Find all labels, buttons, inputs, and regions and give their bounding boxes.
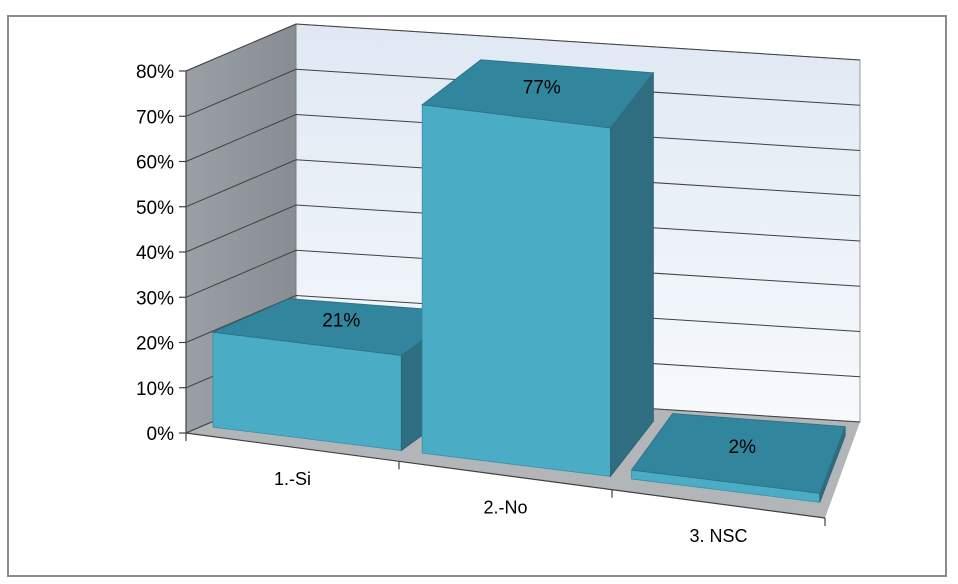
y-tick-label: 0%: [147, 424, 175, 445]
y-tick-label: 30%: [136, 288, 174, 309]
bar: [630, 413, 846, 503]
gridline: [185, 294, 861, 343]
axes: [179, 70, 826, 526]
data-label: 2%: [729, 437, 757, 458]
labels: 0% 10% 20% 30% 40% 50% 60% 70% 80% 1.-Si 2.-No 3. N…: [136, 62, 756, 546]
bar-front-face: [421, 104, 611, 477]
bar-top-face: [630, 413, 846, 494]
gridline: [185, 204, 861, 253]
y-tick-label: 70%: [136, 107, 174, 128]
bar: [421, 59, 655, 478]
x-category-label: 3. NSC: [689, 526, 747, 546]
y-tick-label: 10%: [136, 379, 174, 400]
bar-top-face: [421, 59, 655, 129]
gridline: [185, 249, 861, 298]
data-label: 77%: [523, 77, 561, 98]
y-tick-label: 40%: [136, 243, 174, 264]
gridline: [185, 23, 861, 72]
x-category-label: 2.-No: [483, 498, 527, 518]
gridline: [185, 68, 861, 117]
x-category-label: 1.-Si: [274, 469, 311, 489]
y-tick-label: 50%: [136, 198, 174, 219]
data-label: 21%: [322, 311, 360, 332]
gridline: [185, 113, 861, 162]
y-tick-label: 60%: [136, 153, 174, 174]
x-axis-line: [185, 432, 826, 519]
gridline: [185, 159, 861, 208]
y-tick-label: 80%: [136, 62, 174, 83]
bars: [211, 59, 846, 503]
y-tick-label: 20%: [136, 334, 174, 355]
bar-side-face: [610, 71, 654, 478]
